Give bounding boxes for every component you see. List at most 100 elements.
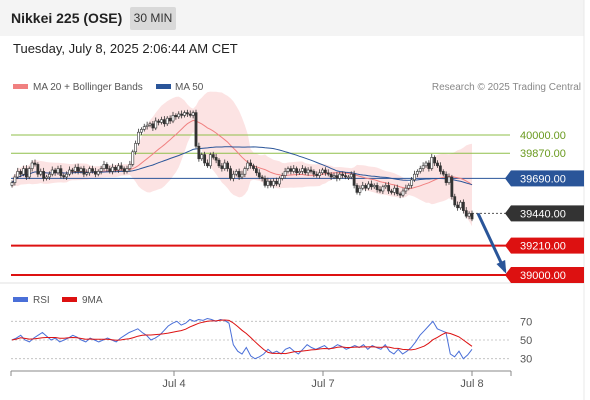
candle-body-70 bbox=[211, 154, 215, 158]
level-labels: 40000.00 39870.00 39690.00 39440.00 39210.00… bbox=[505, 130, 584, 283]
candle-body-125 bbox=[369, 183, 373, 188]
candle-body-61 bbox=[185, 112, 189, 115]
credit-text: Research © 2025 Trading Central bbox=[432, 82, 581, 93]
candle-body-94 bbox=[280, 175, 284, 179]
candle-body-129 bbox=[381, 186, 385, 192]
candle-body-135 bbox=[398, 193, 402, 196]
candle-body-59 bbox=[180, 113, 184, 116]
candle-body-34 bbox=[108, 168, 112, 172]
time-axis: Jul 4 Jul 7 Jul 8 bbox=[10, 371, 512, 390]
candle-body-87 bbox=[260, 176, 264, 179]
candle-body-11 bbox=[42, 171, 46, 179]
candle-body-81 bbox=[243, 168, 247, 175]
candle-body-96 bbox=[286, 168, 290, 172]
candle-body-84 bbox=[252, 165, 255, 169]
chart-datetime: Tuesday, July 8, 2025 2:06:44 AM CET bbox=[13, 41, 238, 56]
candle-body-48 bbox=[148, 123, 152, 126]
support-label-4: 39210.00 bbox=[520, 241, 566, 253]
candle-body-121 bbox=[358, 187, 362, 193]
candle-body-124 bbox=[367, 183, 370, 189]
candle-body-97 bbox=[289, 168, 293, 172]
legend-rsi-swatch bbox=[13, 297, 28, 302]
candle-body-55 bbox=[168, 117, 172, 122]
candle-body-45 bbox=[139, 129, 143, 133]
candle-body-17 bbox=[59, 168, 63, 176]
candle-body-69 bbox=[208, 154, 212, 167]
candle-body-49 bbox=[151, 123, 155, 129]
candle-body-101 bbox=[300, 168, 304, 172]
candle-body-20 bbox=[68, 169, 71, 175]
candle-body-37 bbox=[116, 165, 120, 171]
candle-body-136 bbox=[401, 190, 405, 196]
candle-body-36 bbox=[114, 166, 117, 171]
candle-body-44 bbox=[137, 131, 140, 144]
price-label-pointer-3 bbox=[505, 205, 511, 222]
candle-body-151 bbox=[444, 173, 448, 183]
candle-body-26 bbox=[85, 172, 89, 175]
price-levels bbox=[11, 134, 584, 276]
candle-body-10 bbox=[39, 171, 43, 175]
candle-body-66 bbox=[200, 154, 204, 160]
candle-body-115 bbox=[341, 173, 345, 176]
candle-body-105 bbox=[312, 171, 316, 175]
candle-body-12 bbox=[45, 176, 48, 179]
price-label-3: 39440.00 bbox=[520, 208, 566, 220]
candle-body-51 bbox=[157, 120, 161, 123]
price-label-box-3 bbox=[511, 205, 584, 222]
candle-body-112 bbox=[332, 175, 336, 178]
candle-body-43 bbox=[134, 143, 138, 153]
candle-body-106 bbox=[315, 173, 319, 176]
candle-body-154 bbox=[453, 196, 457, 206]
candle-body-123 bbox=[364, 185, 368, 189]
candle-body-47 bbox=[145, 124, 149, 127]
candle-body-50 bbox=[154, 120, 158, 129]
candle-body-30 bbox=[96, 171, 100, 175]
candle-body-118 bbox=[349, 173, 353, 178]
candle-body-0 bbox=[10, 182, 14, 186]
candle-body-80 bbox=[240, 173, 244, 178]
candle-body-74 bbox=[223, 162, 227, 169]
interval-button[interactable]: 30 MIN bbox=[130, 7, 176, 30]
candle-body-102 bbox=[303, 168, 307, 174]
rsi-panel: 70 50 30 bbox=[11, 316, 532, 366]
candle-body-2 bbox=[16, 171, 20, 178]
candle-body-133 bbox=[392, 187, 396, 193]
candle-body-92 bbox=[275, 180, 278, 185]
rsi-tick-label-2: 30 bbox=[520, 354, 532, 366]
candle-body-134 bbox=[395, 187, 399, 195]
candle-body-18 bbox=[62, 175, 66, 178]
candle-body-139 bbox=[410, 179, 414, 186]
candle-body-158 bbox=[464, 210, 468, 217]
candle-body-82 bbox=[246, 162, 250, 169]
candle-body-153 bbox=[450, 176, 454, 197]
candle-body-4 bbox=[22, 168, 25, 175]
candle-body-19 bbox=[65, 173, 69, 178]
candle-body-21 bbox=[70, 169, 74, 172]
candle-body-95 bbox=[283, 171, 287, 176]
candle-body-142 bbox=[418, 168, 422, 172]
candle-body-91 bbox=[272, 180, 276, 186]
legend-bollinger-swatch bbox=[13, 84, 28, 89]
legend-bollinger-label: MA 20 + Bollinger Bands bbox=[33, 82, 143, 93]
candle-body-131 bbox=[387, 185, 391, 192]
candle-body-56 bbox=[171, 115, 175, 122]
candle-body-63 bbox=[191, 112, 195, 116]
candle-body-122 bbox=[361, 185, 365, 189]
bollinger-band-area bbox=[12, 91, 472, 227]
candle-body-35 bbox=[111, 166, 115, 172]
forecast-arrow-shaft bbox=[476, 212, 507, 272]
candle-body-16 bbox=[56, 168, 60, 174]
candle-body-9 bbox=[36, 164, 40, 175]
candle-body-32 bbox=[102, 164, 106, 169]
candle-body-141 bbox=[415, 171, 419, 175]
candle-body-22 bbox=[73, 166, 77, 172]
candle-body-64 bbox=[194, 112, 198, 147]
candle-body-29 bbox=[93, 171, 97, 175]
candle-body-5 bbox=[24, 168, 28, 178]
resistance-label-0: 40000.00 bbox=[520, 130, 566, 142]
candle-body-85 bbox=[254, 168, 258, 174]
candle-body-90 bbox=[269, 180, 273, 186]
candle-body-126 bbox=[372, 185, 376, 188]
candle-body-116 bbox=[344, 175, 347, 178]
candle-body-144 bbox=[424, 162, 428, 167]
